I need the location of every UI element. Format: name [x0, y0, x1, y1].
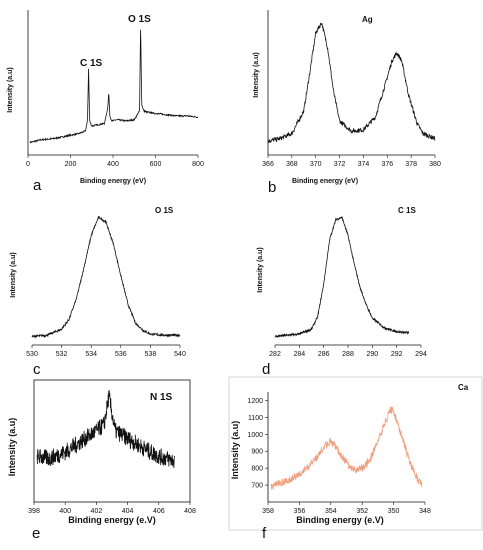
x-tick-label: 532 — [56, 351, 68, 358]
x-tick-label: 284 — [293, 351, 305, 358]
y-tick-label: 1100 — [248, 415, 263, 422]
panel-b-ylabel: Intensity (a.u) — [253, 52, 260, 98]
panel-a-annotation-c1s: C 1S — [80, 58, 103, 69]
y-tick-label: 700 — [251, 483, 263, 490]
panel-f: 358 356 354 352 350 348700800900100011001200 … — [228, 376, 483, 542]
x-tick-label: 530 — [26, 351, 38, 358]
x-tick-label: 352 — [356, 508, 368, 515]
y-tick-label: 800 — [251, 466, 263, 473]
panel-letter-f: f — [262, 525, 267, 542]
panel-a: 0 200 400 600 800 Binding energy (eV) Intens… — [7, 10, 204, 194]
panel-b-annotation-ag: Ag — [362, 15, 373, 24]
x-tick-label: 534 — [85, 351, 97, 358]
x-tick-label: 0 — [26, 161, 30, 168]
panel-c-ylabel: Intensity (a.u) — [10, 252, 17, 298]
y-tick-label: 1200 — [247, 398, 263, 405]
panel-e-xlabel: Binding energy (e.V) — [68, 515, 156, 525]
x-tick-label: 292 — [391, 351, 403, 358]
plot-frame — [33, 379, 191, 503]
x-tick-label: 402 — [91, 508, 103, 515]
panel-letter-d: d — [262, 361, 270, 378]
x-tick-label: 538 — [145, 351, 157, 358]
x-tick-label: 398 — [28, 508, 40, 515]
series-line — [36, 390, 175, 469]
panel-f-annotation-ca: Ca — [458, 383, 469, 392]
x-tick-label: 350 — [388, 508, 400, 515]
x-tick-label: 356 — [294, 508, 306, 515]
series-line — [270, 406, 423, 490]
panel-b: 366 368 370 372 374 376 378 380 Binding energy … — [253, 10, 441, 196]
series-line — [31, 215, 181, 339]
plot-f-area: 358 356 354 352 350 348 700 800 900 1000 1100 1200 — [247, 392, 431, 515]
plot-a-area: 0 200 400 600 800 — [26, 10, 204, 168]
y-tick-label: 900 — [251, 449, 263, 456]
panel-e: 398 400 402 404 406 408 Binding energy (e.V) … — [7, 379, 196, 542]
panel-f-xlabel: Binding energy (e.V) — [296, 515, 384, 525]
x-tick-label: 372 — [334, 161, 346, 168]
panel-e-ylabel: Intensity (a.u) — [7, 418, 17, 477]
x-tick-label: 406 — [153, 508, 165, 515]
x-tick-label: 366 — [262, 161, 274, 168]
x-tick-label: 286 — [318, 351, 330, 358]
panel-d: 282 284 286 288 290 292 294 Intensity (a.u) C … — [257, 206, 427, 378]
plot-b-area: 366 368 370 372 374 376 378 380 — [262, 10, 441, 168]
panel-c: 530 532 534 536 538 540 Intensity (a.u) O 1S … — [10, 206, 186, 378]
series-line — [274, 216, 410, 338]
panel-c-annotation-o1s: O 1S — [155, 206, 174, 215]
x-tick-label: 376 — [381, 161, 393, 168]
x-tick-label: 354 — [325, 508, 337, 515]
x-tick-label: 380 — [429, 161, 441, 168]
panel-letter-e: e — [32, 525, 40, 542]
series-line — [267, 22, 436, 144]
x-tick-label: 374 — [358, 161, 370, 168]
panel-b-xlabel: Binding energy (eV) — [292, 178, 358, 185]
x-tick-label: 540 — [174, 351, 186, 358]
series-line — [29, 29, 199, 144]
x-tick-label: 358 — [262, 508, 274, 515]
plot-d-area: 282 284 286 288 290 292 294 — [269, 216, 427, 358]
x-tick-label: 370 — [310, 161, 322, 168]
x-tick-label: 408 — [184, 508, 196, 515]
y-tick-label: 1000 — [247, 432, 263, 439]
panel-d-annotation-c1s: C 1S — [398, 206, 416, 215]
x-tick-label: 282 — [269, 351, 281, 358]
x-tick-label: 290 — [366, 351, 378, 358]
x-tick-label: 400 — [59, 508, 71, 515]
x-tick-label: 800 — [192, 161, 204, 168]
panel-a-annotation-o1s: O 1S — [128, 14, 151, 25]
x-tick-label: 600 — [150, 161, 162, 168]
plot-e-area: 398 400 402 404 406 408 — [28, 379, 196, 515]
panel-d-ylabel: Intensity (a.u) — [257, 247, 264, 293]
x-tick-label: 404 — [122, 508, 134, 515]
x-tick-label: 200 — [65, 161, 77, 168]
plot-c-area: 530 532 534 536 538 540 — [26, 215, 186, 358]
panel-f-ylabel: Intensity (a.u) — [230, 421, 240, 480]
panel-e-annotation-n1s: N 1S — [150, 392, 173, 403]
panel-letter-a: a — [33, 177, 42, 194]
x-tick-label: 536 — [115, 351, 127, 358]
x-tick-label: 348 — [419, 508, 431, 515]
x-tick-label: 400 — [107, 161, 119, 168]
panel-a-xlabel: Binding energy (eV) — [80, 178, 146, 185]
x-tick-label: 288 — [342, 351, 354, 358]
panel-a-ylabel: Intensity (a.u) — [7, 67, 14, 113]
panel-letter-b: b — [268, 179, 276, 196]
x-tick-label: 294 — [415, 351, 427, 358]
panel-letter-c: c — [33, 361, 41, 378]
x-tick-label: 368 — [286, 161, 298, 168]
x-tick-label: 378 — [405, 161, 417, 168]
panel-f-frame — [228, 376, 483, 531]
